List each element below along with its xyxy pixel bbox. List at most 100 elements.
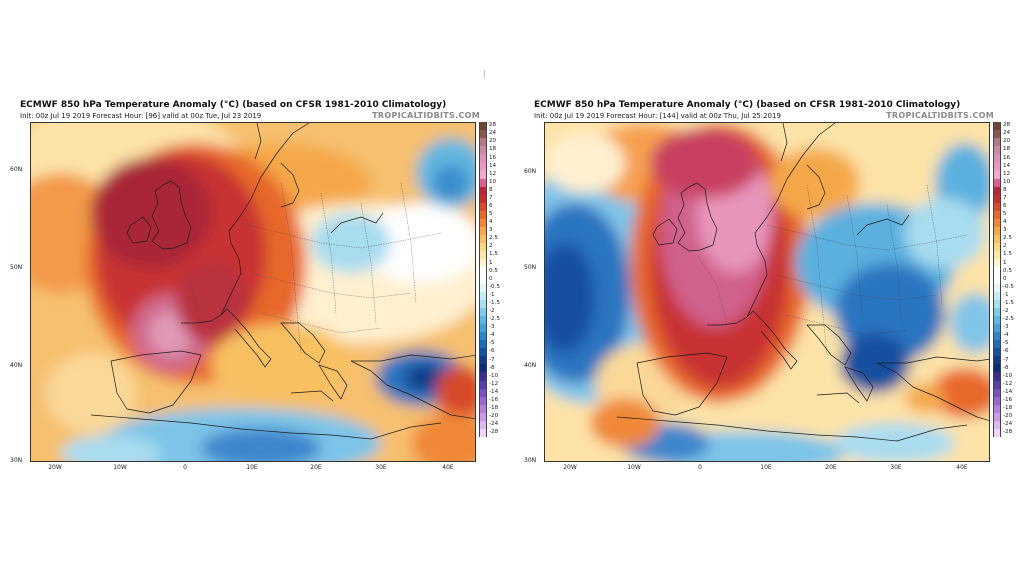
forecast-map-panel-144h: ECMWF 850 hPa Temperature Anomaly (°C) (…	[524, 100, 1024, 478]
colorbar-level: -2	[479, 307, 509, 316]
colorbar-label: 1	[489, 259, 493, 266]
colorbar-level: -14	[479, 388, 509, 397]
colorbar-swatch	[479, 372, 487, 381]
colorbar-label: 2	[489, 243, 493, 250]
colorbar-level: 18	[479, 146, 509, 155]
colorbar-label: 0	[489, 275, 493, 282]
colorbar-label: -18	[1003, 404, 1013, 411]
colorbar-swatch	[479, 194, 487, 203]
colorbar-swatch	[993, 356, 1001, 365]
colorbar-label: -7	[489, 356, 495, 363]
colorbar-label: 3	[1003, 227, 1007, 234]
colorbar-swatch	[993, 210, 1001, 219]
colorbar-swatch	[993, 315, 1001, 324]
colorbar-label: 14	[489, 162, 497, 169]
colorbar-label: -20	[1003, 413, 1013, 420]
colorbar-level: -1	[479, 291, 509, 300]
colorbar-swatch	[993, 251, 1001, 260]
colorbar-label: 16	[489, 154, 497, 161]
colorbar-level: -1.5	[993, 299, 1023, 308]
colorbar-swatch	[479, 332, 487, 341]
colorbar-label: 8	[489, 186, 493, 193]
colorbar-swatch	[993, 178, 1001, 187]
lat-label: 50N	[10, 264, 23, 271]
colorbar-swatch	[479, 291, 487, 300]
colorbar-level: -12	[479, 380, 509, 389]
colorbar-level: -28	[993, 428, 1023, 438]
colorbar-swatch	[479, 218, 487, 228]
colorbar-label: 1	[1003, 259, 1007, 266]
colorbar-label: -3	[1003, 324, 1009, 331]
borders	[696, 184, 968, 356]
colorbar-label: -2.5	[1003, 316, 1014, 323]
colorbar-label: 24	[489, 130, 497, 137]
colorbar-label: -6	[489, 348, 495, 355]
coastlines	[90, 123, 475, 440]
colorbar-label: -1.5	[1003, 299, 1014, 306]
colorbar-level: 3	[479, 227, 509, 236]
colorbar-level: -16	[479, 396, 509, 405]
colorbar-swatch	[479, 428, 487, 438]
colorbar-swatch	[479, 122, 487, 131]
colorbar-label: -1.5	[489, 299, 500, 306]
colorbar-swatch	[993, 154, 1001, 163]
colorbar-label: 18	[489, 146, 497, 153]
lon-label: 10W	[113, 464, 127, 471]
colorbar-label: -2	[489, 308, 495, 315]
colorbar-label: 12	[1003, 170, 1011, 177]
colorbar-label: -28	[489, 429, 499, 436]
colorbar-swatch	[479, 235, 487, 244]
anomaly-map	[544, 122, 990, 462]
lon-label: 0	[183, 464, 187, 471]
colorbar-level: 1.5	[993, 251, 1023, 260]
colorbar-level: -10	[479, 372, 509, 381]
colorbar-legend: 28 24 20 18 16 14 12 10 8 7 6 5 4 3 2.5 2 1.5 1 0.5 0 -0.5 -1…	[479, 122, 509, 438]
colorbar-label: 24	[1003, 130, 1011, 137]
colorbar-label: -5	[489, 340, 495, 347]
lat-label: 60N	[524, 168, 537, 175]
colorbar-label: 5	[1003, 211, 1007, 218]
colorbar-level: -4	[993, 332, 1023, 341]
anomaly-field	[31, 123, 475, 461]
colorbar-level: -8	[993, 364, 1023, 373]
colorbar-level: -2.5	[993, 315, 1023, 324]
colorbar-swatch	[479, 356, 487, 365]
colorbar-level: -18	[993, 404, 1023, 413]
colorbar-label: 0.5	[489, 267, 498, 274]
colorbar-level: 7	[993, 194, 1023, 203]
colorbar-level: 6	[479, 202, 509, 211]
colorbar-swatch	[993, 170, 1001, 179]
colorbar-swatch	[479, 412, 487, 421]
colorbar-label: 4	[1003, 219, 1007, 226]
lat-label: 50N	[524, 264, 537, 271]
colorbar-level: 6	[993, 202, 1023, 211]
colorbar-swatch	[479, 267, 487, 276]
colorbar-swatch	[993, 146, 1001, 155]
colorbar-level: 14	[479, 162, 509, 171]
colorbar-level: 4	[479, 218, 509, 228]
colorbar-level: 24	[479, 130, 509, 139]
colorbar-label: -6	[1003, 348, 1009, 355]
colorbar-level: 18	[993, 146, 1023, 155]
colorbar-level: -20	[479, 412, 509, 421]
map-subtitle: Init: 00z Jul 19 2019 Forecast Hour: [14…	[534, 112, 781, 120]
colorbar-label: -1	[1003, 291, 1009, 298]
colorbar-level: 2	[479, 243, 509, 252]
colorbar-label: 2.5	[489, 235, 498, 242]
colorbar-swatch	[479, 404, 487, 413]
colorbar-swatch	[479, 170, 487, 179]
colorbar-swatch	[993, 218, 1001, 228]
colorbar-label: 1.5	[1003, 251, 1012, 258]
colorbar-swatch	[479, 243, 487, 252]
colorbar-level: 28	[479, 122, 509, 131]
colorbar-label: 7	[1003, 194, 1007, 201]
colorbar-label: -12	[1003, 380, 1013, 387]
colorbar-label: -3	[489, 324, 495, 331]
colorbar-swatch	[993, 388, 1001, 397]
lon-label: 30E	[890, 464, 902, 471]
colorbar-swatch	[479, 202, 487, 211]
brand-watermark: TROPICALTIDBITS.COM	[886, 111, 994, 120]
colorbar-label: -12	[489, 380, 499, 387]
colorbar-level: 0.5	[993, 267, 1023, 276]
colorbar-label: 2.5	[1003, 235, 1012, 242]
